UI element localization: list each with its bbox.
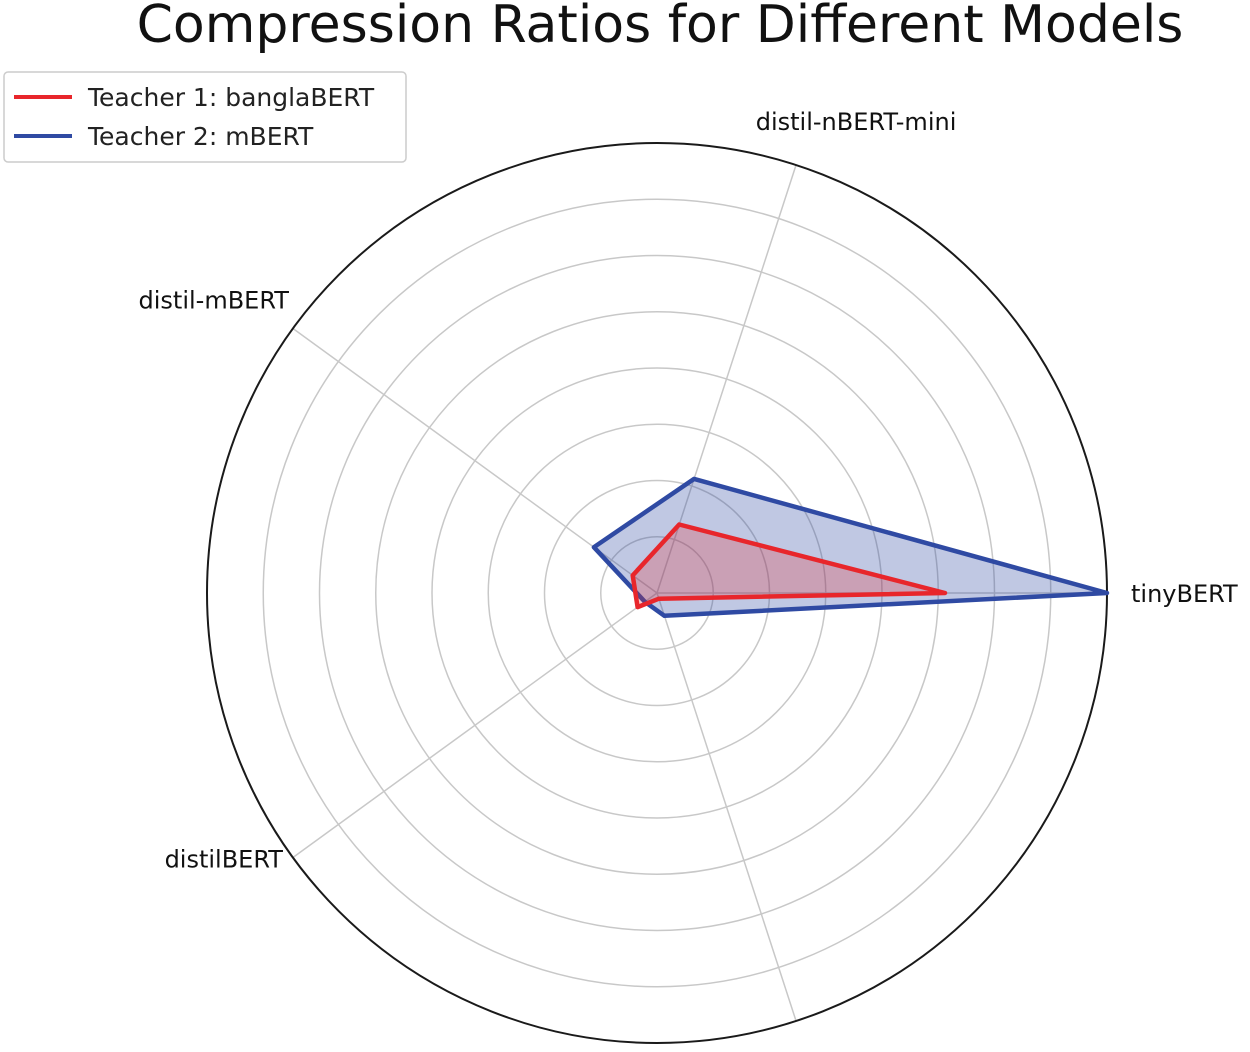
legend-box — [3, 71, 407, 163]
axis-label-1: distil-nBERT-mini — [756, 108, 957, 136]
radar-series — [591, 476, 1110, 619]
series-line-2 — [591, 476, 1110, 619]
series-fill-1 — [632, 524, 945, 608]
legend-label-teacher-1: Teacher 1: banglaBERT — [87, 83, 375, 112]
grid-spoke — [292, 592, 658, 859]
legend-label-teacher-2: Teacher 2: mBERT — [87, 122, 314, 151]
series-fill-2 — [593, 478, 1107, 616]
axis-label-2: distil-mBERT — [139, 286, 290, 314]
axis-labels: tinyBERT distil-nBERT-mini distil-mBERT dis… — [139, 108, 1239, 1052]
grid-spoke — [656, 592, 797, 1022]
axis-label-3: distilBERT — [165, 846, 284, 874]
axis-label-0: tinyBERT — [1131, 580, 1238, 608]
series-line-1 — [630, 522, 948, 610]
legend: Teacher 1: banglaBERT Teacher 2: mBERT — [3, 71, 407, 163]
axis-label-4: baseline — [776, 1049, 877, 1052]
grid-spoke — [656, 164, 797, 594]
chart-title: Compression Ratios for Different Models — [137, 0, 1184, 55]
